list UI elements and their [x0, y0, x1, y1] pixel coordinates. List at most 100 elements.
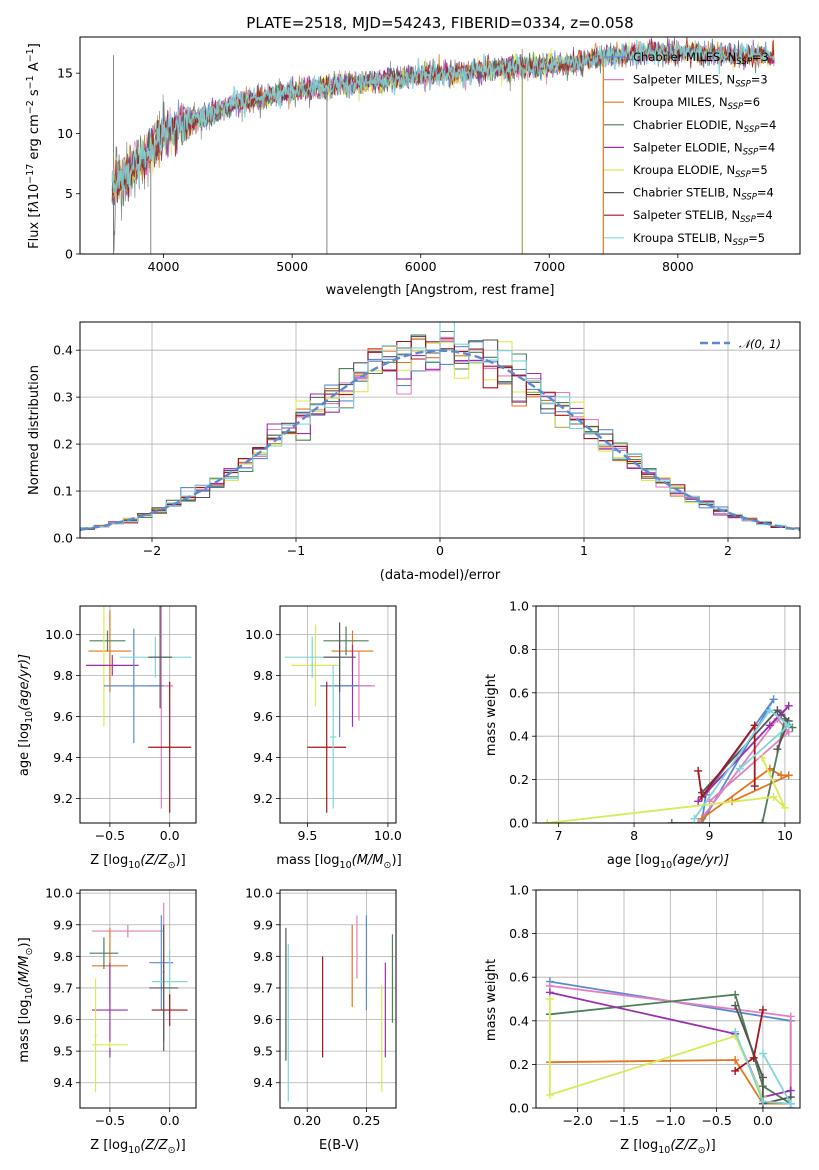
- legend-name: Chabrier ELODIE, N: [633, 118, 744, 132]
- y-tick-label: 0.2: [509, 772, 529, 787]
- y-tick-label: 9.8: [53, 949, 73, 964]
- series-line-chabrier-stelib: [701, 708, 790, 794]
- series-marker: [769, 792, 778, 801]
- series-marker: [758, 1097, 767, 1106]
- y-axis-label: Normed distribution: [27, 365, 42, 495]
- y-tick-label: 9.5: [53, 1044, 73, 1059]
- axes-frame: −0.5 0.0 9.2 9.4 9.6 9.8 10.0: [45, 605, 197, 843]
- legend-label-salpeter-stelib: Salpeter STELIB, NSSP=4: [633, 208, 773, 225]
- axes-border: [79, 36, 801, 255]
- legend-sub: SSP: [740, 215, 756, 225]
- y-axis-label: Flux [fλ10−17 erg cm−2 s−1 A−1]: [25, 43, 42, 249]
- panel-mass_vs_Z: −0.5 0.0 9.4 9.5 9.6 9.7 9.8 9.9 10.0: [45, 886, 197, 1128]
- y-tick-label: 1.0: [509, 883, 529, 898]
- y-tick-label: 9.8: [253, 668, 273, 683]
- x-axis-label-part: Z [log: [90, 1138, 128, 1153]
- y-tick-label: 1.0: [509, 599, 529, 614]
- y-axis-label-part: ]: [27, 43, 42, 48]
- series-marker: [758, 1049, 767, 1058]
- legend-sub: SSP: [728, 102, 744, 112]
- x-axis-label: mass [log10(M/M⊙)]: [276, 853, 401, 871]
- series-marker: [758, 753, 767, 762]
- axes-frame: 0.20 0.25 9.4 9.5 9.6 9.7 9.8 9.9 10.0: [245, 886, 397, 1128]
- y-tick-label: 0.0: [509, 816, 529, 831]
- axes-border: [535, 605, 801, 824]
- errorbar-kroupa-elodie: [291, 624, 340, 707]
- y-tick-label: 0.3: [53, 390, 73, 405]
- errorbar-kroupa-stelib: [329, 665, 337, 809]
- y-tick-label: 0.0: [509, 1101, 529, 1116]
- y-tick-label: 0.6: [509, 685, 529, 700]
- legend-name: Chabrier STELIB, N: [633, 186, 741, 200]
- axes-border: [279, 605, 397, 824]
- series-line-kroupa-elodie: [547, 757, 786, 823]
- x-axis-label: E(B-V): [319, 1138, 359, 1153]
- x-tick-label: −2.0: [563, 1113, 593, 1128]
- y-tick-label: 0.2: [509, 1057, 529, 1072]
- y-tick-label: 9.6: [253, 1012, 273, 1027]
- gaussian-curve: [80, 349, 800, 531]
- x-axis-label-part: Z [log: [90, 853, 128, 868]
- y-tick-label: 0.8: [509, 926, 529, 941]
- series-marker: [773, 706, 782, 715]
- x-tick-label: 0.25: [352, 1113, 380, 1128]
- x-axis-label: age [log10(age/yr)]: [607, 853, 729, 871]
- y-axis-label-part: (M/M: [17, 955, 32, 987]
- axes-frame: −0.5 0.0 9.4 9.5 9.6 9.7 9.8 9.9 10.0: [45, 886, 197, 1128]
- y-axis-label-part: age [log: [17, 723, 32, 776]
- legend-sub: SSP: [733, 238, 749, 248]
- errorbar-salpeter-stelib: [307, 681, 347, 813]
- model-spectrum-chabrier-stelib: [111, 38, 775, 203]
- x-tick-label: 0.0: [160, 828, 180, 843]
- y-axis-label-part: Flux [f: [27, 208, 42, 249]
- legend-label-salpeter-elodie: Salpeter ELODIE, NSSP=4: [633, 140, 775, 157]
- series-marker: [750, 782, 759, 791]
- x-axis-label: Z [log10(Z/Z⊙)]: [90, 1138, 185, 1156]
- legend-label-chabrier-elodie: Chabrier ELODIE, NSSP=4: [633, 118, 776, 135]
- x-tick-label: 8000: [662, 259, 694, 274]
- x-tick-label: 0.0: [160, 1113, 180, 1128]
- axes-border: [79, 605, 197, 824]
- legend-count: =4: [757, 186, 774, 200]
- legend-count: =6: [743, 95, 760, 109]
- x-tick-label: 0.0: [753, 1113, 773, 1128]
- x-tick-label: 9: [706, 828, 714, 843]
- y-axis-label-part: 10: [27, 184, 42, 201]
- series-line-salpeter-elodie: [697, 705, 790, 802]
- x-axis-label-part: ⊙: [168, 860, 176, 871]
- x-axis-label-part: )]: [706, 1138, 716, 1153]
- plot-area: [89, 902, 188, 1093]
- x-axis-label-part: 10: [128, 1145, 140, 1156]
- x-tick-label: −0.5: [95, 1113, 125, 1128]
- x-tick-label: 6000: [405, 259, 437, 274]
- series-marker: [784, 771, 793, 780]
- y-axis-label-part: )]: [17, 937, 32, 947]
- series-marker: [784, 721, 793, 730]
- x-axis-label-part: (Z/Z: [140, 853, 168, 868]
- x-tick-label: 7: [555, 828, 563, 843]
- series-marker: [758, 1005, 767, 1014]
- legend-name: Kroupa STELIB, N: [633, 231, 733, 245]
- panel-mass_vs_ebv: 0.20 0.25 9.4 9.5 9.6 9.7 9.8 9.9 10.0: [245, 886, 397, 1128]
- series-marker: [731, 1056, 740, 1065]
- legend-label-chabrier-stelib: Chabrier STELIB, NSSP=4: [633, 186, 774, 203]
- y-tick-label: 9.9: [253, 917, 273, 932]
- x-axis-label-part: ⊙: [168, 1145, 176, 1156]
- axes-frame: 7 8 9 10 0.0 0.2 0.4 0.6 0.8 1.0: [509, 599, 801, 843]
- errorbar-kroupa-elodie: [91, 1041, 128, 1048]
- panel-age_vs_mass: 9.5 10.0 9.2 9.4 9.6 9.8 10.0: [245, 605, 402, 843]
- y-tick-label: 5: [65, 186, 73, 201]
- legend-sub: SSP: [735, 80, 751, 90]
- y-tick-label: 9.6: [53, 709, 73, 724]
- axes-border: [535, 889, 801, 1109]
- y-axis-label: age [log10(age/yr)]: [17, 654, 35, 776]
- series-line-kroupa-miles: [549, 1059, 791, 1105]
- axes-border: [79, 889, 197, 1109]
- legend-label-salpeter-miles: Salpeter MILES, NSSP=3: [633, 73, 768, 90]
- errorbar-salpeter-elodie: [91, 962, 128, 1058]
- grid-lines: [280, 890, 396, 1108]
- axes-frame: −2 −1 0 1 2 0.0 0.1 0.2 0.3 0.4 𝒩(0, 1): [53, 321, 801, 558]
- series-marker: [765, 706, 774, 715]
- axes-frame: −2.0 −1.5 −1.0 −0.5 0.0 0.0 0.2 0.4 0.6 0.8 1.0: [509, 883, 801, 1128]
